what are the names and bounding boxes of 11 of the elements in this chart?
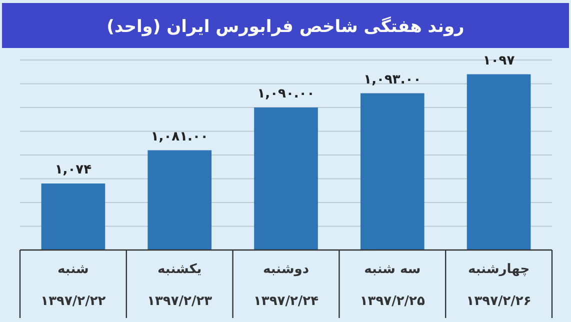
category-label: یکشنبه ۱۳۹۷/۲/۲۳ [147, 262, 212, 309]
data-label: ۱,۰۸۱.۰۰ [150, 129, 208, 144]
category-label: سه شنبه ۱۳۹۷/۲/۲۵ [360, 262, 425, 309]
data-label: ۱,۰۹۳.۰۰ [364, 72, 422, 88]
chart-title: روند هفتگی شاخص فرابورس ایران (واحد) [106, 16, 464, 37]
data-label: ۱,۰۷۴ [54, 162, 92, 178]
category-label: چهارشنبه ۱۳۹۷/۲/۲۶ [466, 262, 532, 309]
data-label: ۱,۰۹۰.۰۰ [257, 86, 315, 102]
category-label: شنبه ۱۳۹۷/۲/۲۲ [40, 262, 106, 309]
data-label: ۱۰۹۷ [482, 53, 515, 68]
category-label: دوشنبه ۱۳۹۷/۲/۲۴ [253, 262, 319, 309]
